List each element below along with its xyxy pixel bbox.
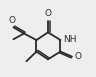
Text: O: O [45, 9, 51, 18]
Text: O: O [9, 16, 15, 25]
Text: O: O [74, 52, 81, 61]
Text: NH: NH [63, 35, 77, 44]
